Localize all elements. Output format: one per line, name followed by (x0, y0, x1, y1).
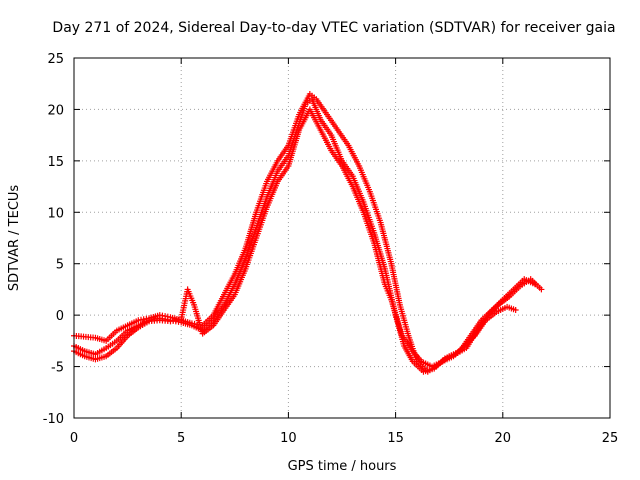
y-tick-label: 5 (56, 258, 64, 273)
y-axis-label: SDTVAR / TECUs (7, 185, 22, 292)
x-axis-label: GPS time / hours (288, 459, 397, 474)
x-tick-label: 25 (602, 431, 619, 446)
y-tick-label: 15 (47, 155, 64, 170)
x-tick-label: 0 (70, 431, 78, 446)
data-point (538, 286, 545, 293)
chart-title: Day 271 of 2024, Sidereal Day-to-day VTE… (52, 20, 615, 36)
x-tick-label: 20 (495, 431, 512, 446)
x-tick-label: 10 (280, 431, 297, 446)
series-track-c (71, 106, 519, 370)
x-tick-label: 15 (387, 431, 404, 446)
y-tick-label: -10 (43, 412, 64, 427)
series-track-a (71, 91, 538, 375)
y-tick-label: 0 (56, 309, 64, 324)
plot-frame (73, 57, 611, 419)
y-tick-label: 25 (47, 52, 64, 67)
y-tick-label: 10 (47, 206, 64, 221)
data-point (512, 307, 519, 313)
y-tick-label: -5 (51, 361, 64, 376)
x-tick-label: 5 (177, 431, 185, 446)
series-track-b (71, 96, 545, 375)
data-markers (71, 91, 545, 375)
grid (74, 58, 610, 418)
y-tick-label: 20 (47, 103, 64, 118)
axis-ticks: 0 5 10 15 20 25 25 20 15 10 5 0 -5 -10 (43, 52, 619, 446)
